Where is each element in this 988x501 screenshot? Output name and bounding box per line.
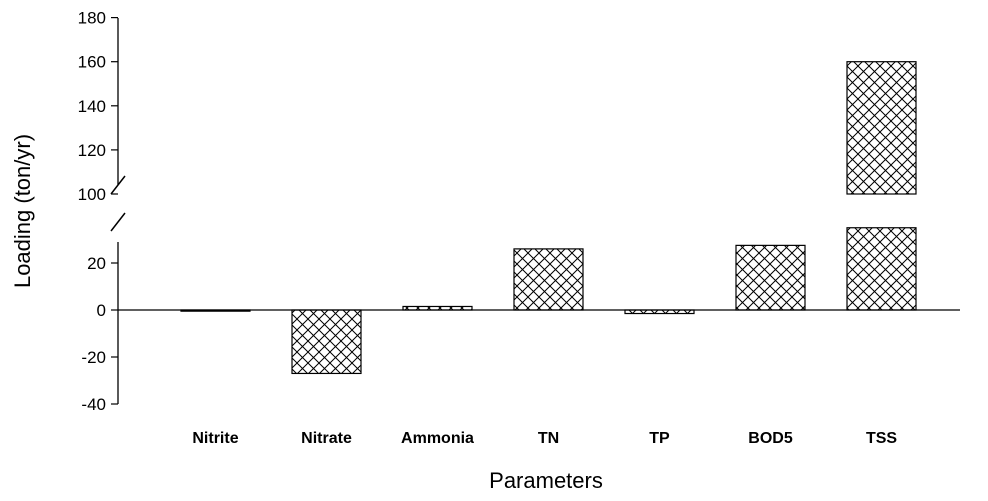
x-tick-label-nitrite: Nitrite [192,430,238,447]
bar-tss-segment-2 [846,61,917,195]
axes-layer [110,18,960,404]
x-tick-label-ammonia: Ammonia [401,430,474,447]
bars-layer [180,61,917,375]
bar-nitrate [291,309,362,375]
bar-tss-segment-1 [846,227,917,311]
y-tick-label: -20 [81,348,106,367]
y-tick-label: 160 [78,53,106,72]
y-tick-label: 120 [78,141,106,160]
y-axis-break-mark-lower [110,212,126,232]
y-tick-label: 100 [78,185,106,204]
x-tick-label-bod5: BOD5 [748,430,793,447]
category-labels-layer: Nitrite Nitrate Ammonia TN TP BOD5 TSS [192,430,897,447]
x-axis-title: Parameters [489,468,603,493]
x-tick-label-tss: TSS [866,430,897,447]
x-tick-label-tp: TP [649,430,670,447]
y-axis-title: Loading (ton/yr) [10,134,35,288]
bar-bod5 [735,244,806,311]
y-ticks-layer: -40 -20 0 20 100 120 140 160 180 [78,9,118,414]
y-tick-label: -40 [81,395,106,414]
x-tick-label-tn: TN [538,430,559,447]
y-tick-label: 140 [78,97,106,116]
y-tick-label: 0 [97,301,106,320]
x-tick-label-nitrate: Nitrate [301,430,352,447]
y-axis-break-mark-upper [110,175,126,195]
bar-tn [513,248,584,311]
y-tick-label: 180 [78,9,106,28]
y-tick-label: 20 [87,254,106,273]
